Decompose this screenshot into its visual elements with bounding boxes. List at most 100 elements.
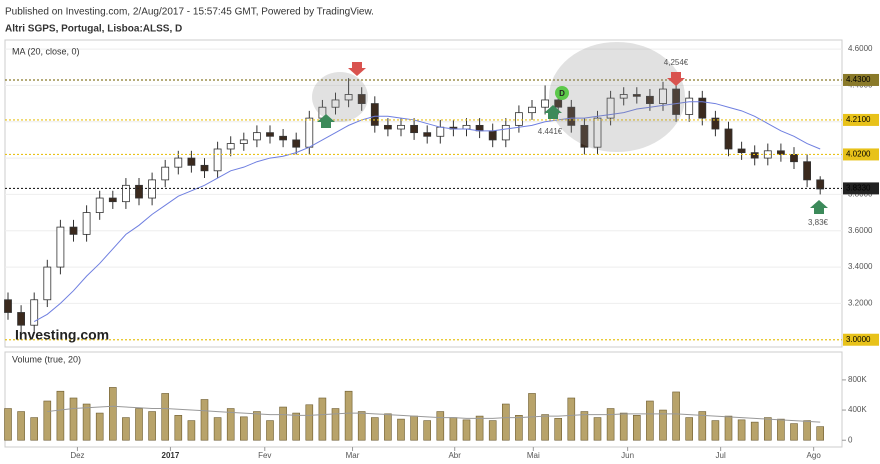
logo: Investing.com bbox=[15, 327, 109, 343]
price-panel bbox=[4, 39, 843, 348]
level-tag bbox=[843, 333, 879, 346]
volume-bar bbox=[475, 415, 484, 441]
volume-bar bbox=[148, 411, 156, 441]
level-tag bbox=[843, 182, 879, 195]
candle-body bbox=[43, 266, 52, 301]
marks: 3.20003.40003.60003.80004.00004.20004.40… bbox=[4, 44, 879, 460]
x-tick-label: Jun bbox=[621, 451, 634, 460]
sell-arrow bbox=[667, 72, 685, 86]
candle-body bbox=[344, 94, 353, 101]
volume-bar bbox=[462, 419, 471, 441]
volume-bar bbox=[790, 423, 798, 441]
candle-body bbox=[279, 135, 288, 141]
candle-body bbox=[383, 124, 392, 130]
volume-bar bbox=[724, 415, 733, 441]
volume-bar bbox=[174, 415, 183, 441]
volume-bar bbox=[305, 404, 314, 441]
volume-bar bbox=[541, 414, 549, 441]
x-tick-label: Fev bbox=[258, 451, 271, 460]
volume-bar bbox=[501, 403, 510, 441]
candle-body bbox=[200, 164, 209, 172]
volume-bar bbox=[423, 420, 432, 441]
volume-bar bbox=[200, 399, 209, 441]
candle-body bbox=[777, 150, 785, 155]
candle-body bbox=[816, 179, 825, 190]
volume-bar bbox=[816, 426, 825, 441]
candle-body bbox=[82, 212, 91, 235]
volume-bar bbox=[370, 417, 379, 441]
volume-bar bbox=[619, 412, 628, 441]
candle-body bbox=[698, 97, 707, 119]
volume-bar bbox=[240, 416, 248, 441]
volume-bar bbox=[344, 390, 353, 441]
candle-body bbox=[252, 132, 261, 141]
volume-bar bbox=[397, 418, 405, 441]
candle-body bbox=[56, 226, 65, 268]
volume-bar bbox=[410, 415, 418, 441]
volume-bar bbox=[711, 420, 720, 441]
volume-bar bbox=[449, 417, 458, 441]
sell-arrow bbox=[348, 62, 366, 76]
candle-body bbox=[17, 312, 26, 326]
x-tick-label: Mai bbox=[527, 451, 540, 460]
line bbox=[47, 405, 821, 423]
volume-bar bbox=[161, 393, 169, 441]
volume-bar bbox=[135, 408, 143, 441]
candle-body bbox=[148, 179, 157, 199]
x-tick-label: Mar bbox=[346, 451, 360, 460]
panel-label: MA (20, close, 0) bbox=[12, 46, 80, 56]
buy-arrow bbox=[810, 200, 828, 214]
volume-bar bbox=[357, 411, 366, 441]
candle-body bbox=[580, 124, 589, 148]
candle-body bbox=[593, 117, 602, 148]
volume-bar bbox=[226, 408, 235, 441]
volume-bar bbox=[593, 417, 602, 441]
y-tick-label: 4.6000 bbox=[848, 44, 873, 53]
candle-body bbox=[462, 124, 471, 130]
x-tick-label: Dez bbox=[70, 451, 84, 460]
volume-bar bbox=[632, 415, 641, 441]
volume-bar bbox=[122, 417, 130, 441]
line bbox=[33, 101, 821, 323]
panel-label: Volume (true, 20) bbox=[12, 354, 81, 364]
dividend-marker bbox=[555, 86, 569, 100]
candle-body bbox=[410, 124, 419, 134]
candle-body bbox=[108, 197, 117, 203]
candle-body bbox=[803, 161, 811, 181]
volume-bar bbox=[606, 408, 615, 441]
buy-arrow bbox=[544, 105, 562, 119]
volume-bar bbox=[253, 411, 261, 441]
candle-body bbox=[292, 139, 301, 148]
annotation: 3,83€ bbox=[808, 218, 829, 227]
volume-bar bbox=[266, 420, 274, 441]
highlight bbox=[312, 72, 368, 122]
candle-body bbox=[515, 112, 523, 126]
candle-body bbox=[554, 99, 563, 108]
candle-body bbox=[122, 184, 130, 203]
candle-body bbox=[174, 157, 183, 168]
candle-body bbox=[711, 117, 720, 130]
volume-bar bbox=[30, 417, 39, 441]
candle-body bbox=[135, 184, 143, 199]
volume-bar bbox=[685, 417, 694, 441]
y-tick-label: 0 bbox=[848, 435, 853, 444]
level-label: 3.0000 bbox=[846, 335, 871, 344]
published-note: Published on Investing.com, 2/Aug/2017 -… bbox=[5, 7, 374, 18]
candle-body bbox=[370, 103, 379, 126]
candle-body bbox=[619, 94, 628, 99]
volume-bar bbox=[279, 406, 287, 441]
level-label: 3.8330 bbox=[846, 184, 871, 193]
candle-body bbox=[790, 154, 798, 163]
x-tick-label: Jul bbox=[716, 451, 726, 460]
volume-bar bbox=[318, 397, 327, 441]
level-label: 4.2100 bbox=[846, 115, 871, 124]
candle-body bbox=[646, 95, 654, 104]
candle-body bbox=[187, 157, 196, 166]
candle-body bbox=[69, 226, 78, 235]
y-tick-label: 3.6000 bbox=[848, 226, 873, 235]
highlight bbox=[549, 42, 685, 152]
level-label: 4.0200 bbox=[846, 150, 871, 159]
candle-body bbox=[213, 148, 222, 172]
volume-bar bbox=[436, 411, 445, 441]
